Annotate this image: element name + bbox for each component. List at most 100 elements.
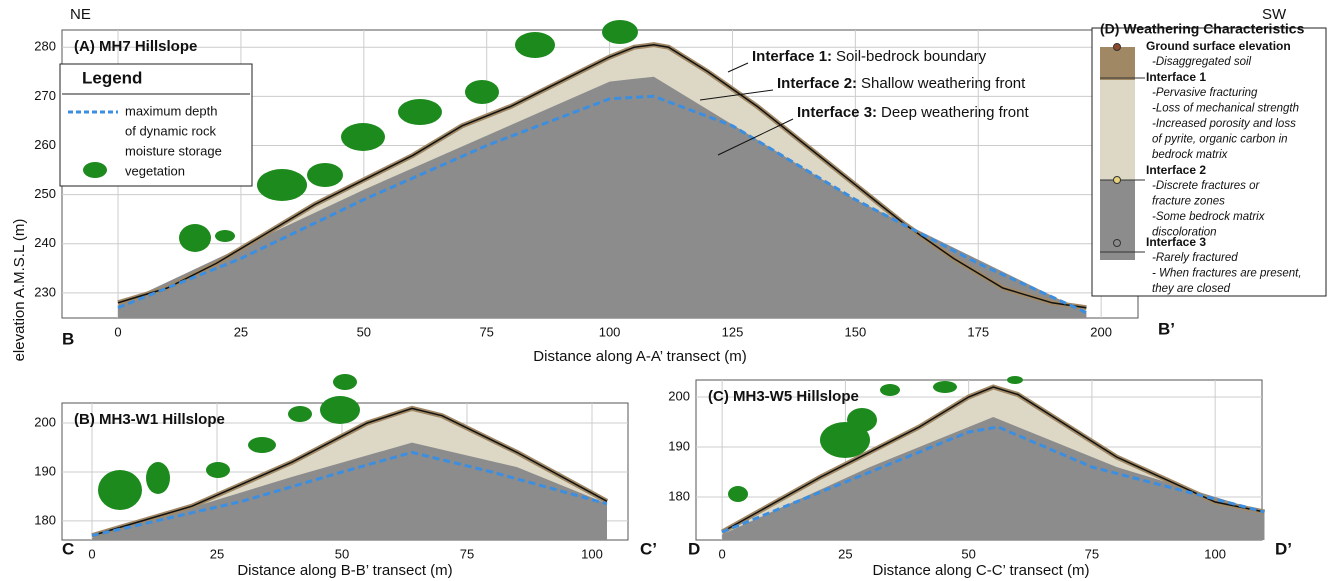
x-tick-label: 75 bbox=[1085, 546, 1099, 561]
section-item: -Rarely fractured bbox=[1152, 252, 1238, 264]
leader-line bbox=[717, 118, 794, 156]
vegetation bbox=[206, 462, 230, 478]
y-tick-label: 180 bbox=[668, 488, 690, 503]
y-tick-label: 230 bbox=[34, 284, 56, 299]
soil-column bbox=[1100, 47, 1135, 80]
x-tick-label: 75 bbox=[479, 324, 493, 339]
vegetation bbox=[341, 123, 385, 151]
vegetation bbox=[1007, 376, 1023, 384]
legend-text: maximum depth bbox=[125, 103, 217, 118]
x-tick-label: 100 bbox=[599, 324, 621, 339]
x-tick-label: 125 bbox=[722, 324, 744, 339]
weathered-column bbox=[1100, 80, 1135, 180]
vegetation bbox=[288, 406, 312, 422]
y-axis-label: elevation A.M.S.L (m) bbox=[11, 219, 28, 362]
section-item: -Loss of mechanical strength bbox=[1152, 103, 1299, 115]
bedrock-column bbox=[1100, 180, 1135, 260]
characteristics-title: (D) Weathering Characteristics bbox=[1100, 21, 1305, 37]
x-tick-label: 0 bbox=[114, 324, 121, 339]
section-heading: Interface 2 bbox=[1146, 163, 1206, 177]
vegetation bbox=[333, 374, 357, 390]
interface-marker bbox=[1113, 43, 1121, 51]
section-item: - When fractures are present, bbox=[1152, 268, 1302, 280]
legend-text: vegetation bbox=[125, 163, 185, 178]
vegetation bbox=[320, 396, 360, 424]
orientation-left: NE bbox=[70, 6, 91, 23]
annotation-text: Soil-bedrock boundary bbox=[836, 48, 987, 65]
vegetation bbox=[257, 169, 307, 201]
x-tick-label: 150 bbox=[845, 324, 867, 339]
vegetation bbox=[98, 470, 142, 510]
section-item: discoloration bbox=[1152, 227, 1217, 239]
section-item: -Disaggregated soil bbox=[1152, 56, 1252, 68]
x-axis-label: Distance along A-A’ transect (m) bbox=[533, 348, 746, 365]
x-tick-label: 100 bbox=[1204, 546, 1226, 561]
annotation-label: Interface 3: bbox=[797, 104, 877, 121]
interface-3-line bbox=[721, 425, 1265, 534]
annotation-label: Interface 1: bbox=[752, 48, 832, 65]
leader-line bbox=[727, 62, 749, 73]
annotation-text: Deep weathering front bbox=[881, 104, 1029, 121]
ground-surface bbox=[91, 407, 608, 537]
section-item: fracture zones bbox=[1152, 196, 1225, 208]
section-item: they are closed bbox=[1152, 283, 1231, 295]
y-tick-label: 200 bbox=[34, 414, 56, 429]
y-tick-label: 260 bbox=[34, 137, 56, 152]
transect-end: C’ bbox=[640, 539, 657, 558]
vegetation bbox=[933, 381, 957, 393]
x-tick-label: 175 bbox=[967, 324, 989, 339]
section-item: of pyrite, organic carbon in bbox=[1152, 134, 1288, 146]
x-tick-label: 0 bbox=[88, 546, 95, 561]
section-item: -Discrete fractures or bbox=[1152, 180, 1261, 192]
transect-start: D bbox=[688, 539, 700, 558]
x-tick-label: 0 bbox=[719, 546, 726, 561]
legend-title: Legend bbox=[82, 68, 142, 87]
vegetation bbox=[398, 99, 442, 125]
section-heading: Interface 3 bbox=[1146, 235, 1206, 249]
x-tick-label: 25 bbox=[838, 546, 852, 561]
vegetation-layer bbox=[98, 20, 1023, 510]
annotation-text: Shallow weathering front bbox=[861, 75, 1026, 92]
vegetation bbox=[179, 224, 211, 252]
interface-3-line bbox=[117, 94, 1088, 314]
interface-marker bbox=[1113, 176, 1121, 184]
y-tick-label: 190 bbox=[34, 463, 56, 478]
x-tick-label: 25 bbox=[210, 546, 224, 561]
vegetation bbox=[602, 20, 638, 44]
y-tick-label: 270 bbox=[34, 88, 56, 103]
x-axis-label: Distance along B-B’ transect (m) bbox=[237, 562, 452, 579]
x-axis-label: Distance along C-C’ transect (m) bbox=[872, 562, 1089, 579]
section-heading: Interface 1 bbox=[1146, 70, 1206, 84]
vegetation bbox=[307, 163, 343, 187]
section-item: -Increased porosity and loss bbox=[1152, 118, 1296, 130]
x-tick-label: 200 bbox=[1090, 324, 1112, 339]
y-tick-label: 280 bbox=[34, 39, 56, 54]
y-tick-label: 180 bbox=[34, 512, 56, 527]
annotation-label: Interface 2: bbox=[777, 75, 857, 92]
leader-line bbox=[699, 89, 774, 101]
x-tick-label: 75 bbox=[460, 546, 474, 561]
annotation: Interface 2: Shallow weathering front bbox=[777, 75, 1026, 92]
section-item: -Some bedrock matrix bbox=[1152, 211, 1266, 223]
transect-end: B’ bbox=[1158, 319, 1175, 338]
annotation: Interface 3: Deep weathering front bbox=[797, 104, 1029, 121]
interface-marker bbox=[1113, 239, 1121, 247]
section-item: -Pervasive fracturing bbox=[1152, 87, 1258, 99]
section-heading: Ground surface elevation bbox=[1146, 39, 1291, 53]
y-tick-label: 250 bbox=[34, 186, 56, 201]
ground-surface bbox=[721, 386, 1265, 533]
interface-3-line bbox=[91, 450, 608, 538]
y-tick-label: 190 bbox=[668, 438, 690, 453]
x-tick-label: 100 bbox=[581, 546, 603, 561]
orientation-right: SW bbox=[1262, 6, 1287, 23]
bedrock bbox=[118, 76, 1087, 318]
bedrock bbox=[92, 442, 607, 540]
vegetation bbox=[248, 437, 276, 453]
transect-start: C bbox=[62, 539, 74, 558]
ground-surface bbox=[117, 43, 1087, 309]
vegetation bbox=[515, 32, 555, 58]
x-tick-label: 50 bbox=[335, 546, 349, 561]
transect-end: D’ bbox=[1275, 539, 1292, 558]
vegetation bbox=[146, 462, 170, 494]
